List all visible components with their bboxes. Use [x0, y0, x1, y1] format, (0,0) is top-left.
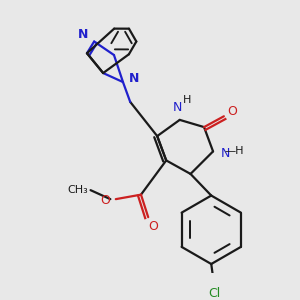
Text: —H: —H	[224, 146, 244, 155]
Text: H: H	[183, 95, 191, 105]
Text: N: N	[129, 72, 139, 85]
Text: N: N	[221, 147, 230, 160]
Text: Cl: Cl	[208, 287, 220, 300]
Text: N: N	[173, 101, 183, 114]
Text: CH₃: CH₃	[68, 185, 88, 195]
Text: N: N	[78, 28, 88, 41]
Text: O: O	[100, 194, 110, 207]
Text: O: O	[148, 220, 158, 233]
Text: O: O	[227, 105, 237, 118]
